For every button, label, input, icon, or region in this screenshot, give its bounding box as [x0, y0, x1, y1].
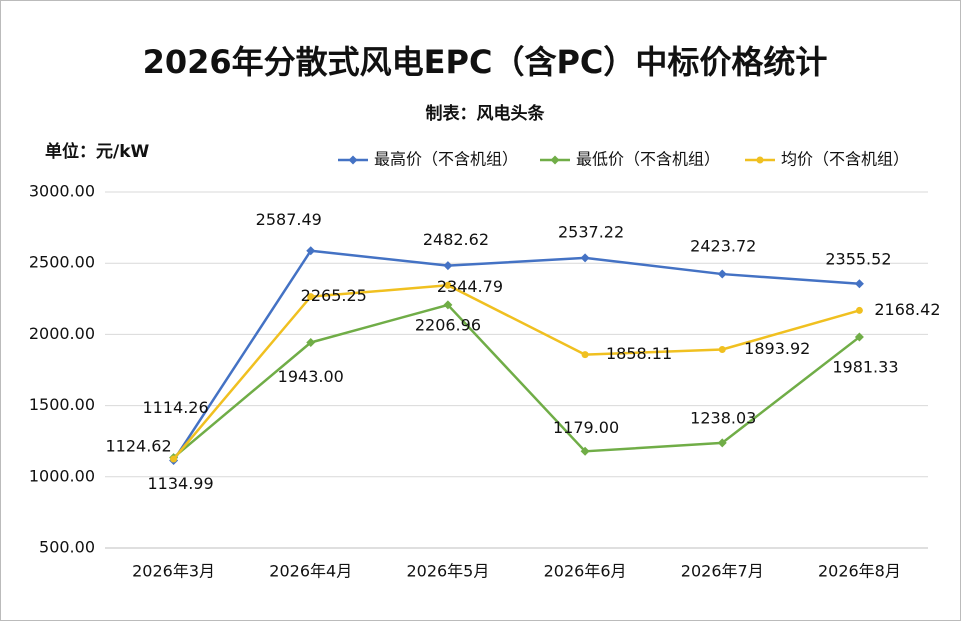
point-marker [443, 300, 453, 310]
data-label: 2537.22 [558, 222, 624, 241]
data-label: 1134.99 [147, 474, 213, 493]
point-marker [717, 438, 727, 448]
point-marker [855, 306, 863, 314]
point-marker [854, 332, 864, 342]
data-label: 1893.92 [744, 339, 810, 358]
point-marker [581, 351, 589, 359]
point-marker [348, 155, 358, 165]
legend-label: 最低价（不含机组） [576, 150, 720, 169]
data-label: 2265.25 [301, 286, 367, 305]
data-label: 1858.11 [606, 344, 672, 363]
series-line [172, 249, 860, 462]
series-line [172, 303, 861, 459]
data-label: 2587.49 [256, 210, 322, 229]
data-label: 1179.00 [553, 418, 619, 437]
x-tick-label: 2026年4月 [269, 562, 352, 581]
y-tick-label: 1000.00 [29, 466, 95, 485]
legend-label: 最高价（不含机组） [374, 150, 518, 169]
point-marker [580, 446, 590, 456]
point-marker [854, 279, 864, 289]
y-tick-label: 3000.00 [29, 182, 95, 201]
data-label: 2206.96 [415, 315, 481, 334]
y-tick-label: 2000.00 [29, 324, 95, 343]
point-marker [170, 455, 178, 463]
point-marker [580, 253, 590, 263]
point-marker [306, 246, 316, 256]
y-tick-label: 500.00 [39, 538, 95, 557]
x-tick-label: 2026年5月 [406, 562, 489, 581]
chart-subtitle: 制表：风电头条 [426, 103, 546, 124]
x-tick-label: 2026年6月 [544, 562, 627, 581]
data-label: 2344.79 [437, 277, 503, 296]
data-label: 2482.62 [423, 230, 489, 249]
data-label: 1124.62 [105, 437, 171, 456]
point-marker [306, 338, 316, 348]
point-marker [443, 261, 453, 271]
series-line [172, 284, 860, 460]
y-tick-label: 1500.00 [29, 395, 95, 414]
unit-label: 单位：元/kW [45, 141, 150, 162]
data-label: 1114.26 [142, 398, 208, 417]
point-marker [756, 156, 764, 164]
point-marker [307, 293, 315, 301]
point-marker [718, 346, 726, 354]
data-label: 2168.42 [874, 300, 940, 319]
point-marker [444, 281, 452, 289]
point-marker [717, 269, 727, 279]
data-label: 1238.03 [690, 408, 756, 427]
x-tick-label: 2026年8月 [818, 562, 901, 581]
point-marker [550, 155, 560, 165]
x-tick-label: 2026年7月 [681, 562, 764, 581]
data-label: 1981.33 [832, 358, 898, 377]
x-tick-label: 2026年3月 [132, 562, 215, 581]
legend-label: 均价（不含机组） [781, 150, 909, 169]
chart-title: 2026年分散式风电EPC（含PC）中标价格统计 [143, 43, 828, 81]
data-label: 1943.00 [278, 367, 344, 386]
data-label: 2423.72 [690, 237, 756, 256]
y-tick-label: 2500.00 [29, 253, 95, 272]
data-label: 2355.52 [825, 249, 891, 268]
